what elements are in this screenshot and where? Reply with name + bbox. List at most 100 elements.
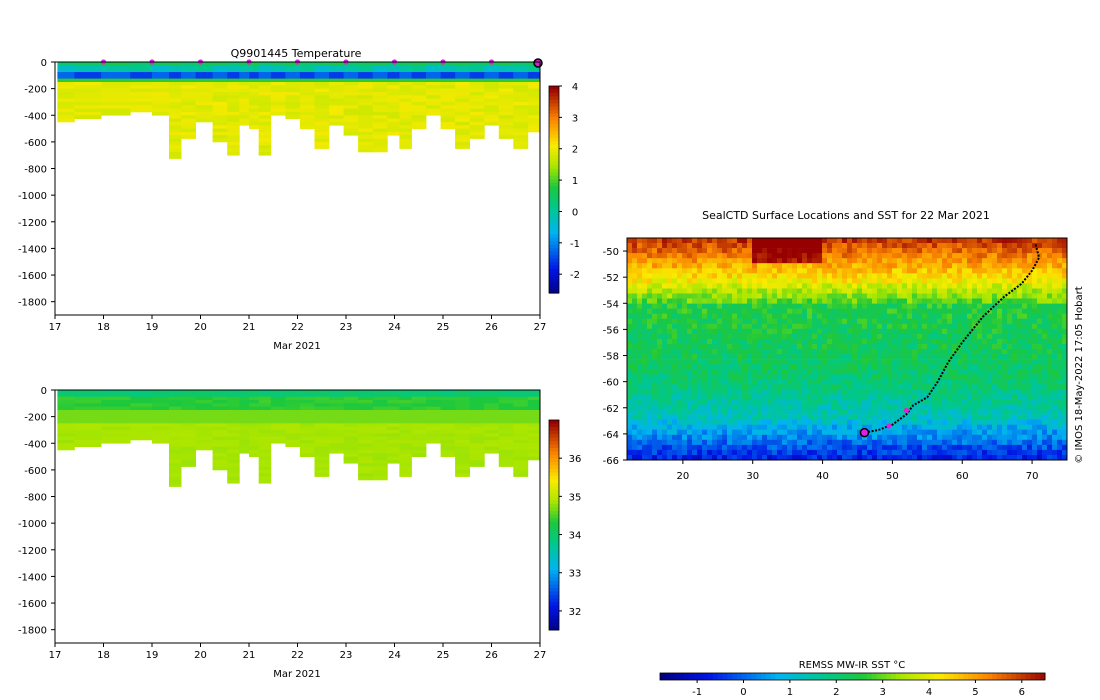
colorbar-swatch	[549, 591, 559, 596]
sst-cell	[1052, 243, 1058, 249]
sst-cell	[667, 293, 673, 299]
sst-cell	[702, 253, 708, 259]
sst-cell	[1052, 364, 1058, 370]
sst-cell	[892, 354, 898, 360]
sst-cell	[792, 424, 798, 431]
sst-cell	[627, 263, 633, 269]
sst-cell	[877, 248, 883, 254]
section-cell	[455, 459, 470, 464]
sst-cell	[952, 354, 958, 360]
sst-cell	[687, 238, 693, 244]
section-cell	[343, 62, 359, 66]
sst-cell	[767, 414, 773, 420]
section-cell	[484, 396, 500, 401]
sst-cell	[837, 293, 843, 299]
section-cell	[258, 469, 272, 474]
section-cell	[527, 78, 541, 83]
sst-cell	[792, 379, 798, 385]
sst-cell	[897, 354, 903, 360]
sst-cell	[967, 399, 973, 405]
sst-cell	[627, 273, 633, 279]
temperature-section-panel: Q9901445 Temperature 17 18 19 20 21 22 23 24 25 2…	[18, 47, 580, 352]
sst-cell	[762, 384, 768, 390]
sst-cell	[862, 298, 868, 304]
y-tick-label: -1000	[18, 191, 47, 202]
sst-cell	[652, 268, 658, 274]
sst-cell	[797, 263, 803, 269]
section-cell	[181, 463, 196, 467]
sst-cell	[1012, 278, 1018, 284]
sst-cell	[997, 419, 1003, 425]
section-cell	[527, 449, 541, 454]
sst-cell	[902, 238, 908, 244]
section-cell	[411, 65, 427, 69]
sst-cell	[1047, 338, 1053, 345]
sst-cell	[712, 389, 718, 395]
sst-cell	[757, 253, 763, 259]
sst-cell	[982, 404, 988, 410]
sst-cell	[887, 243, 893, 249]
sst-cell	[1012, 293, 1018, 299]
section-cell	[181, 453, 196, 457]
sst-cell	[982, 303, 988, 309]
sst-cell	[637, 298, 643, 304]
sst-cell	[872, 308, 878, 314]
sst-cell	[862, 359, 868, 365]
section-cell	[249, 125, 260, 129]
sst-cell	[667, 253, 673, 259]
sst-cell	[752, 404, 758, 410]
sst-cell	[712, 404, 718, 410]
sst-cell	[627, 328, 633, 335]
section-cell	[455, 463, 470, 467]
sst-cell	[1052, 313, 1058, 320]
section-cell	[152, 85, 170, 89]
section-cell	[372, 128, 388, 133]
sst-cell	[652, 333, 658, 340]
sst-cell	[897, 238, 903, 244]
sst-cell	[937, 424, 943, 431]
sst-cell	[917, 328, 923, 335]
sst-cell	[722, 419, 728, 425]
section-cell	[130, 82, 153, 86]
sst-cell	[902, 414, 908, 420]
sst-cell	[922, 298, 928, 304]
section-cell	[181, 449, 196, 454]
section-cell	[227, 469, 240, 474]
sst-cell	[822, 298, 828, 304]
sst-cell	[882, 404, 888, 410]
sst-cell	[1062, 364, 1068, 370]
sst-cell	[892, 369, 898, 375]
sst-cell	[722, 293, 728, 299]
sst-cell	[872, 369, 878, 375]
section-cell	[195, 413, 213, 417]
sst-cell	[987, 333, 993, 340]
section-cell	[152, 62, 170, 66]
sst-cell	[657, 389, 663, 395]
sst-cell	[762, 369, 768, 375]
sst-cell	[732, 288, 738, 294]
section-cell	[299, 429, 315, 434]
sst-cell	[832, 323, 838, 330]
colorbar-swatch	[549, 230, 559, 235]
sst-cell	[887, 293, 893, 299]
sst-cell	[1062, 313, 1068, 320]
sst-cell	[697, 293, 703, 299]
section-cell	[181, 118, 196, 123]
sst-cell	[962, 323, 968, 330]
sst-cell	[682, 288, 688, 294]
sst-cell	[1057, 253, 1063, 259]
sst-cell	[887, 394, 893, 400]
section-cell	[249, 68, 260, 73]
section-cell	[399, 466, 412, 471]
sst-cell	[767, 419, 773, 425]
sst-cell	[752, 399, 758, 405]
sst-cell	[1047, 313, 1053, 320]
sst-cell	[862, 283, 868, 289]
sst-cell	[862, 318, 868, 325]
section-cell	[329, 101, 344, 106]
sst-cell	[807, 394, 813, 400]
x-tick-label: 18	[97, 650, 110, 661]
section-cell	[74, 111, 102, 116]
sst-cell	[667, 424, 673, 431]
sst-cell	[712, 364, 718, 370]
